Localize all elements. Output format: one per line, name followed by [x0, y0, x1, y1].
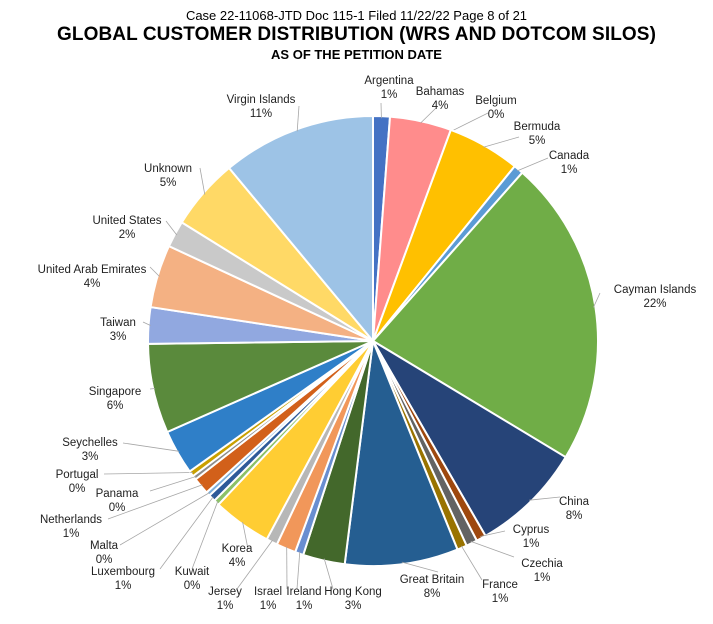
slice-pct-cyprus: 1% [523, 538, 540, 550]
slice-name-luxembourg: Luxembourg [91, 566, 155, 578]
slice-name-cyprus: Cyprus [513, 524, 550, 536]
slice-pct-kuwait: 0% [184, 580, 201, 592]
leader-ireland [296, 551, 301, 590]
slice-name-hong-kong: Hong Kong [324, 586, 382, 598]
leader-china [529, 496, 561, 501]
leader-singapore [149, 388, 156, 390]
leader-hong-kong [323, 558, 334, 590]
leader-portugal [103, 472, 193, 475]
leader-panama [149, 476, 197, 492]
leader-czechia [470, 541, 515, 558]
slice-name-great-britain: Great Britain [400, 574, 465, 586]
chart-title: GLOBAL CUSTOMER DISTRIBUTION (WRS AND DO… [56, 24, 656, 45]
slice-name-canada: Canada [549, 150, 590, 162]
leader-united-states [165, 220, 178, 236]
case-header: Case 22-11068-JTD Doc 115-1 Filed 11/22/… [185, 8, 528, 23]
slice-pct-great-britain: 8% [424, 588, 441, 600]
slice-name-israel: Israel [254, 586, 282, 598]
slice-name-korea: Korea [222, 543, 253, 555]
slice-pct-united-states: 2% [119, 229, 136, 241]
leader-bermuda [483, 136, 520, 148]
slice-pct-bahamas: 4% [432, 100, 449, 112]
slice-name-bermuda: Bermuda [514, 121, 561, 133]
leader-virgin-islands [296, 105, 300, 132]
slice-cayman-islands [371, 171, 599, 459]
leader-jersey [236, 539, 273, 590]
slice-pct-malta: 0% [96, 554, 113, 566]
leader-bahamas [420, 107, 437, 124]
leader-cayman-islands [593, 292, 601, 308]
slice-pct-belgium: 0% [488, 109, 505, 121]
slice-pct-unknown: 5% [160, 177, 177, 189]
slice-name-malta: Malta [90, 540, 119, 552]
leader-taiwan [142, 321, 151, 326]
slice-name-belgium: Belgium [475, 95, 517, 107]
slice-pct-united-arab-emirates: 4% [84, 278, 101, 290]
slice-name-taiwan: Taiwan [100, 317, 136, 329]
slice-name-jersey: Jersey [208, 586, 242, 598]
chart-subtitle: AS OF THE PETITION DATE [271, 47, 442, 62]
slice-name-kuwait: Kuwait [175, 566, 210, 578]
slice-pct-china: 8% [566, 510, 583, 522]
slice-name-bahamas: Bahamas [416, 86, 465, 98]
slice-name-czechia: Czechia [521, 558, 563, 570]
slice-pct-ireland: 1% [296, 600, 313, 612]
slice-pct-canada: 1% [561, 164, 578, 176]
slice-pct-korea: 4% [229, 557, 246, 569]
slice-pct-luxembourg: 1% [115, 580, 132, 592]
slice-pct-singapore: 6% [107, 400, 124, 412]
leader-belgium [450, 112, 489, 133]
slice-pct-argentina: 1% [381, 89, 398, 101]
slice-name-united-arab-emirates: United Arab Emirates [38, 264, 147, 276]
slice-virgin-islands [227, 114, 374, 344]
slice-pct-netherlands: 1% [63, 528, 80, 540]
slice-name-cayman-islands: Cayman Islands [614, 284, 697, 296]
slice-pct-virgin-islands: 11% [250, 108, 272, 120]
slice-pct-cayman-islands: 22% [643, 298, 666, 310]
leader-kuwait [191, 501, 219, 570]
slice-name-virgin-islands: Virgin Islands [227, 94, 296, 106]
slice-pct-seychelles: 3% [82, 451, 99, 463]
slice-name-unknown: Unknown [144, 163, 192, 175]
slice-name-ireland: Ireland [286, 586, 321, 598]
slice-name-portugal: Portugal [56, 469, 99, 481]
slice-name-netherlands: Netherlands [40, 514, 102, 526]
leader-seychelles [122, 442, 180, 452]
slice-pct-bermuda: 5% [529, 135, 546, 147]
leader-unknown [199, 167, 206, 195]
slice-great-britain [343, 337, 459, 567]
slice-pct-panama: 0% [109, 502, 126, 514]
slice-name-singapore: Singapore [89, 386, 141, 398]
leader-luxembourg [159, 496, 214, 570]
slice-pct-portugal: 0% [69, 483, 86, 495]
slice-pct-czechia: 1% [534, 572, 551, 584]
slice-name-france: France [482, 579, 518, 591]
slice-name-panama: Panama [96, 488, 139, 500]
leader-malta [119, 492, 210, 546]
slice-name-seychelles: Seychelles [62, 437, 118, 449]
leader-cyprus [480, 530, 506, 537]
slice-pct-france: 1% [492, 593, 509, 605]
leader-france [460, 545, 483, 581]
leader-great-britain [401, 561, 439, 573]
leader-canada [517, 157, 549, 172]
slice-name-united-states: United States [92, 215, 161, 227]
leader-netherlands [107, 484, 203, 520]
slice-pct-hong-kong: 3% [345, 600, 362, 612]
slice-pct-taiwan: 3% [110, 331, 127, 343]
slice-pct-israel: 1% [260, 600, 277, 612]
slice-name-argentina: Argentina [364, 75, 414, 87]
leader-korea [242, 521, 249, 550]
slice-name-china: China [559, 496, 590, 508]
slice-china [372, 340, 568, 538]
slice-pct-jersey: 1% [217, 600, 234, 612]
leader-united-arab-emirates [149, 266, 160, 277]
